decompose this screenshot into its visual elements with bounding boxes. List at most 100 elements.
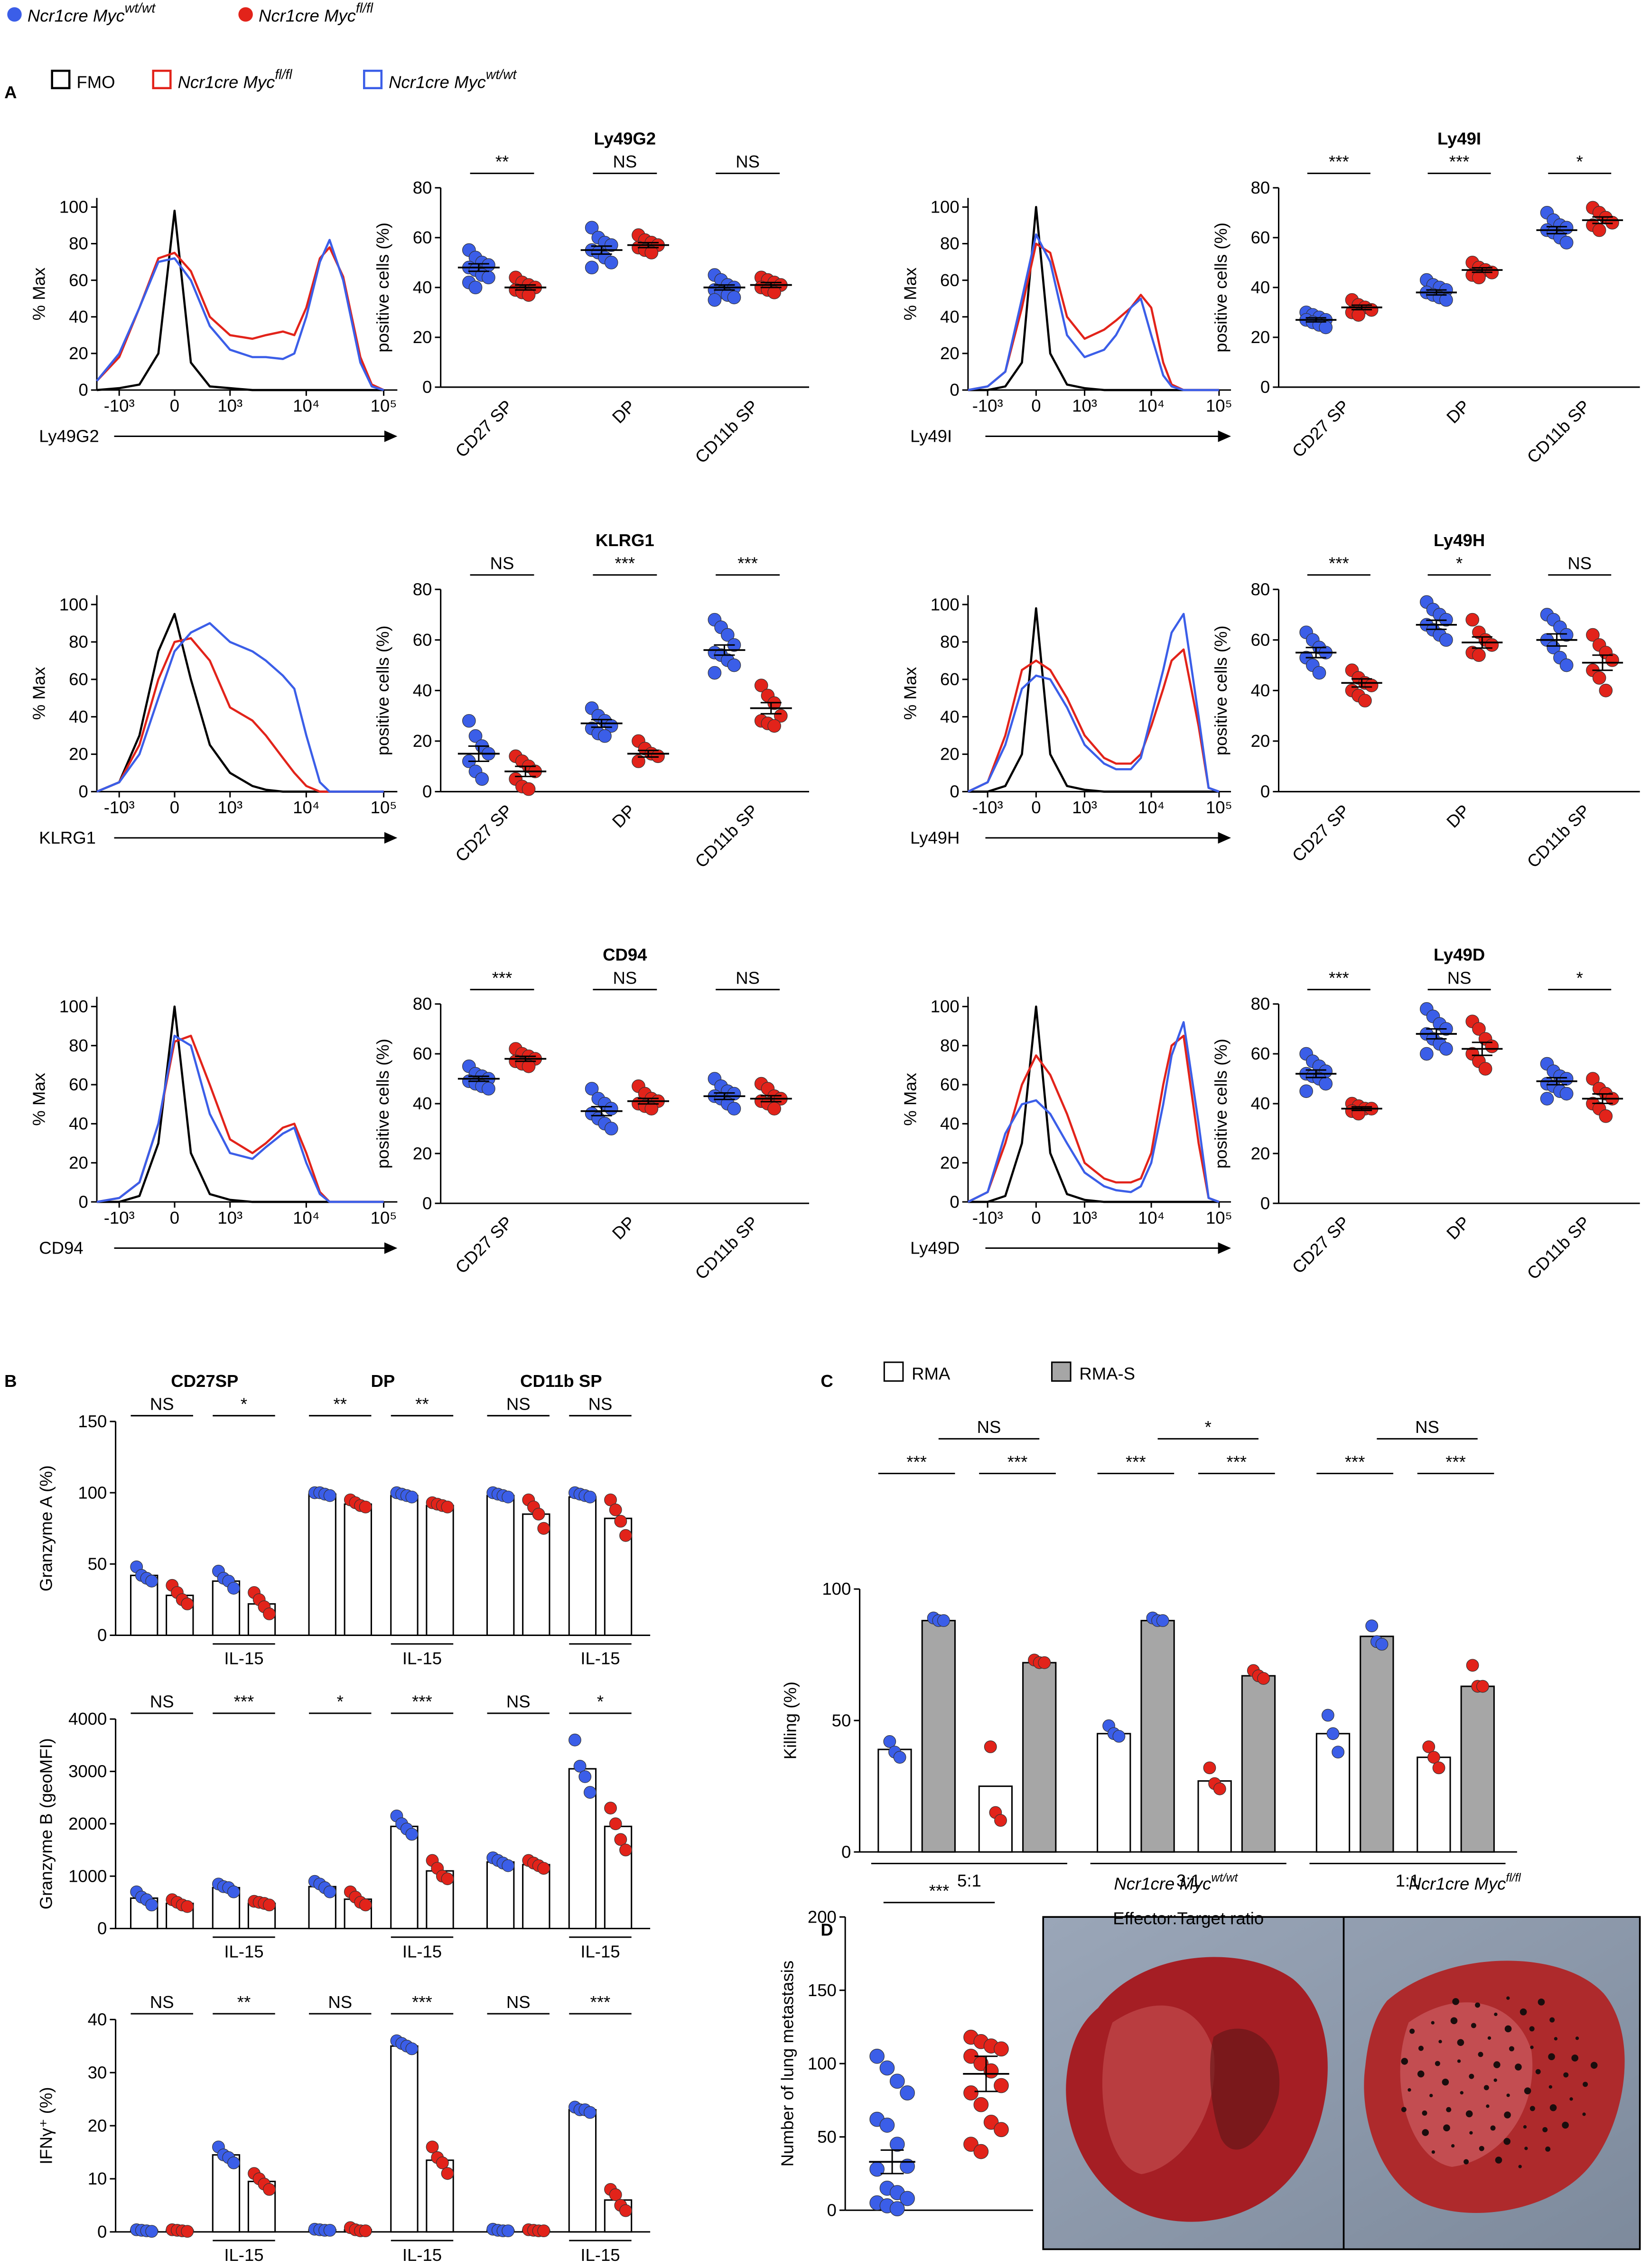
metastasis-spot bbox=[1475, 2002, 1481, 2008]
axis-arrowhead bbox=[1218, 1242, 1231, 1254]
metastasis-spot bbox=[1569, 2097, 1573, 2101]
significance-label: *** bbox=[1329, 152, 1349, 171]
histogram-line bbox=[96, 239, 384, 391]
y-tick-label: 80 bbox=[413, 994, 432, 1013]
metastasis-spot bbox=[1460, 2091, 1464, 2095]
metastasis-spot bbox=[1494, 2012, 1498, 2017]
data-point bbox=[900, 2085, 915, 2101]
data-point bbox=[1592, 671, 1606, 685]
y-tick-label: 100 bbox=[822, 1579, 851, 1599]
metastasis-spot bbox=[1408, 2088, 1411, 2092]
metastasis-spot bbox=[1575, 2036, 1579, 2040]
metastasis-spot bbox=[1465, 2110, 1473, 2118]
metastasis-spot bbox=[1495, 2156, 1502, 2164]
data-point bbox=[1365, 1619, 1379, 1633]
metastasis-spot bbox=[1529, 2026, 1535, 2032]
significance-label: *** bbox=[492, 968, 513, 987]
data-point bbox=[1427, 1751, 1440, 1764]
y-tick-label: 40 bbox=[413, 278, 432, 297]
y-tick-label: 80 bbox=[69, 1036, 88, 1055]
error-bar bbox=[1547, 633, 1567, 647]
data-point bbox=[973, 2144, 989, 2159]
legend-swatch bbox=[51, 69, 71, 90]
metastasis-spot bbox=[1535, 2069, 1541, 2074]
data-point bbox=[573, 1759, 587, 1773]
data-point bbox=[323, 1489, 336, 1502]
y-tick-label: 80 bbox=[940, 632, 960, 651]
error-bar bbox=[1547, 1077, 1567, 1086]
x-tick-label: 5:1 bbox=[957, 1871, 981, 1890]
data-point bbox=[585, 260, 599, 275]
lung-wt-shadow bbox=[1210, 2028, 1280, 2150]
x-axis-label: Ly49H bbox=[910, 828, 960, 847]
data-point bbox=[405, 2042, 419, 2055]
legend-label-sup: fl/fl bbox=[275, 67, 292, 82]
metastasis-spot bbox=[1562, 2121, 1569, 2129]
y-tick-label: 80 bbox=[413, 178, 432, 197]
metastasis-spot bbox=[1471, 2023, 1476, 2028]
error-bar bbox=[468, 263, 489, 272]
data-point bbox=[973, 2097, 989, 2112]
data-point bbox=[1472, 270, 1486, 285]
histogram-line bbox=[967, 1034, 1220, 1203]
data-point bbox=[994, 2078, 1009, 2093]
data-point bbox=[502, 1490, 515, 1504]
y-tick-label: 60 bbox=[1251, 228, 1270, 247]
data-point bbox=[609, 1817, 622, 1831]
y-tick-label: 0 bbox=[78, 380, 88, 400]
y-tick-label: 0 bbox=[97, 1626, 107, 1645]
data-point bbox=[1358, 694, 1372, 707]
data-point bbox=[482, 270, 495, 285]
y-tick-label: 60 bbox=[413, 228, 432, 247]
data-point bbox=[619, 2204, 632, 2217]
data-point bbox=[227, 1885, 240, 1898]
metastasis-spot bbox=[1442, 2078, 1449, 2086]
y-axis-label: % Max bbox=[900, 1073, 920, 1126]
y-tick-label: 0 bbox=[78, 782, 88, 801]
photo-caption: Ncr1cre Mycfl/fl bbox=[1409, 1872, 1521, 1894]
significance-label: *** bbox=[1329, 554, 1349, 573]
y-axis-label: positive cells (%) bbox=[373, 1039, 392, 1169]
data-point bbox=[1156, 1614, 1169, 1627]
legend-label-main: Ncr1cre Myc bbox=[259, 6, 356, 26]
y-axis-label: % Max bbox=[29, 667, 48, 720]
y-tick-label: 40 bbox=[940, 707, 960, 726]
data-point bbox=[323, 2224, 336, 2237]
panel-label: D bbox=[820, 1920, 833, 1940]
metastasis-spot bbox=[1493, 2078, 1497, 2082]
bar bbox=[486, 1861, 515, 1930]
data-point bbox=[1586, 1072, 1600, 1086]
y-tick-label: 20 bbox=[413, 327, 432, 347]
treatment-label: IL-15 bbox=[580, 1942, 620, 1961]
y-tick-label: 40 bbox=[1251, 680, 1270, 700]
x-axis-label: CD94 bbox=[39, 1238, 83, 1258]
legend-label: Ncr1cre Mycfl/fl bbox=[178, 67, 293, 92]
y-tick-label: 80 bbox=[940, 234, 960, 253]
error-bar bbox=[1472, 267, 1492, 273]
data-point bbox=[1472, 648, 1486, 662]
axis-arrowhead bbox=[1218, 430, 1231, 442]
metastasis-spot bbox=[1515, 2064, 1522, 2071]
legend-label: Ncr1cre Mycfl/fl bbox=[259, 0, 373, 25]
lung-wt-lobe bbox=[1102, 2005, 1215, 2175]
y-tick-label: 0 bbox=[1260, 377, 1270, 397]
bar bbox=[1022, 1662, 1057, 1853]
metastasis-spot bbox=[1401, 2058, 1408, 2065]
histogram-line bbox=[96, 246, 384, 391]
data-point bbox=[482, 1082, 495, 1096]
data-point bbox=[900, 2191, 915, 2206]
bar bbox=[877, 1748, 912, 1853]
y-tick-label: 40 bbox=[1251, 278, 1270, 297]
x-tick-label: -10³ bbox=[104, 798, 135, 817]
bar bbox=[1140, 1620, 1175, 1853]
data-point bbox=[1540, 1092, 1554, 1106]
metastasis-spot bbox=[1464, 2159, 1469, 2165]
y-tick-label: 40 bbox=[69, 307, 88, 326]
y-axis-label: Granzyme B (geoMFI) bbox=[37, 1738, 56, 1909]
y-tick-label: 1000 bbox=[68, 1866, 107, 1886]
significance-label: * bbox=[241, 1394, 247, 1414]
data-point bbox=[767, 1102, 781, 1115]
metastasis-spot bbox=[1457, 2039, 1464, 2046]
data-point bbox=[937, 1614, 950, 1627]
legend-swatch bbox=[1051, 1361, 1072, 1382]
